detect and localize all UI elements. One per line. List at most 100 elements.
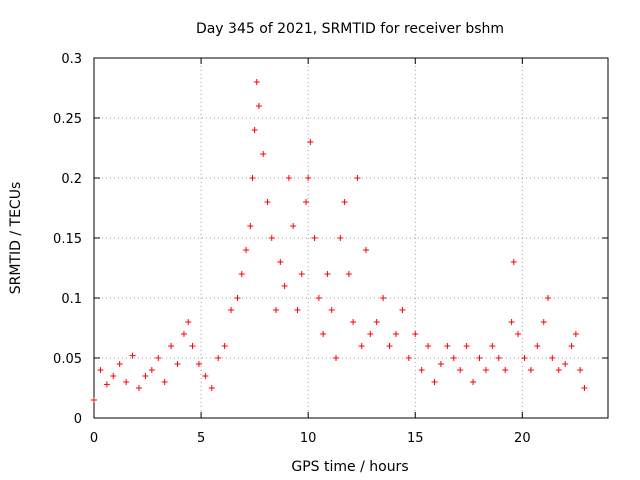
- data-point: [341, 199, 348, 205]
- data-point: [581, 385, 588, 391]
- data-point: [277, 259, 284, 265]
- data-point: [463, 343, 470, 349]
- data-point: [185, 319, 192, 325]
- x-tick-label: 15: [407, 431, 424, 446]
- data-point: [215, 355, 222, 361]
- data-point: [577, 367, 584, 373]
- chart-title: Day 345 of 2021, SRMTID for receiver bsh…: [196, 21, 504, 37]
- x-tick-label: 20: [514, 431, 531, 446]
- x-tick-label: 5: [197, 431, 205, 446]
- data-point: [572, 331, 579, 337]
- y-tick-label: 0.25: [53, 112, 82, 127]
- data-point: [307, 139, 314, 145]
- data-point: [350, 319, 357, 325]
- plot-frame: [93, 57, 609, 419]
- data-point: [116, 361, 123, 367]
- data-point: [174, 361, 181, 367]
- data-point: [521, 355, 528, 361]
- data-point: [515, 331, 522, 337]
- y-tick-label: 0.15: [53, 232, 82, 247]
- data-point: [91, 397, 97, 403]
- data-point: [303, 199, 310, 205]
- data-point: [260, 151, 267, 157]
- grid: [94, 58, 608, 418]
- data-point: [180, 331, 187, 337]
- data-point: [142, 373, 149, 379]
- data-point: [386, 343, 393, 349]
- data-point: [249, 175, 256, 181]
- data-point: [540, 319, 547, 325]
- data-point: [97, 367, 104, 373]
- data-point: [148, 367, 155, 373]
- data-point: [110, 373, 117, 379]
- data-point: [549, 355, 556, 361]
- data-point: [168, 343, 175, 349]
- y-tick-label: 0.2: [61, 172, 82, 187]
- data-point: [333, 355, 340, 361]
- data-point: [431, 379, 438, 385]
- data-point: [161, 379, 168, 385]
- y-tick-label: 0.3: [61, 52, 82, 67]
- data-point: [268, 235, 275, 241]
- data-point: [476, 355, 483, 361]
- data-point: [502, 367, 509, 373]
- x-axis-label: GPS time / hours: [291, 459, 408, 475]
- data-point: [444, 343, 451, 349]
- data-point: [399, 307, 406, 313]
- y-tick-label: 0: [74, 412, 82, 427]
- data-point: [534, 343, 541, 349]
- data-point: [281, 283, 288, 289]
- data-point: [238, 271, 245, 277]
- data-point: [562, 361, 569, 367]
- data-point: [545, 295, 552, 301]
- data-point: [123, 379, 130, 385]
- data-point: [418, 367, 425, 373]
- data-point: [489, 343, 496, 349]
- data-point: [482, 367, 489, 373]
- data-point: [285, 175, 292, 181]
- data-point: [470, 379, 477, 385]
- data-point: [373, 319, 380, 325]
- data-point: [264, 199, 271, 205]
- data-point: [247, 223, 254, 229]
- data-point: [251, 127, 258, 133]
- data-point: [345, 271, 352, 277]
- data-points: [91, 79, 588, 403]
- data-point: [362, 247, 369, 253]
- data-point: [412, 331, 419, 337]
- data-point: [568, 343, 575, 349]
- data-point: [457, 367, 464, 373]
- x-tick-label: 0: [90, 431, 98, 446]
- data-point: [508, 319, 515, 325]
- data-point: [324, 271, 331, 277]
- data-point: [437, 361, 444, 367]
- tick-labels: 0 0.05 0.1 0.15 0.2 0.25 0.3 0 5 10 15 20: [53, 52, 531, 446]
- data-point: [380, 295, 387, 301]
- data-point: [228, 307, 235, 313]
- data-point: [305, 175, 312, 181]
- data-point: [243, 247, 250, 253]
- data-point: [234, 295, 241, 301]
- data-point: [253, 79, 260, 85]
- y-tick-label: 0.05: [53, 352, 82, 367]
- data-point: [202, 373, 209, 379]
- data-point: [103, 381, 110, 388]
- data-point: [425, 343, 432, 349]
- data-point: [135, 385, 142, 391]
- data-point: [328, 307, 335, 313]
- data-point: [298, 271, 305, 277]
- data-point: [555, 367, 562, 373]
- data-point: [392, 331, 399, 337]
- data-point: [315, 295, 322, 301]
- x-tick-label: 10: [300, 431, 317, 446]
- data-point: [527, 367, 534, 373]
- data-point: [273, 307, 280, 313]
- data-point: [290, 223, 297, 229]
- y-tick-label: 0.1: [61, 292, 82, 307]
- data-point: [495, 355, 502, 361]
- data-point: [255, 103, 262, 109]
- data-point: [311, 235, 318, 241]
- data-point: [358, 343, 365, 349]
- data-point: [195, 361, 202, 367]
